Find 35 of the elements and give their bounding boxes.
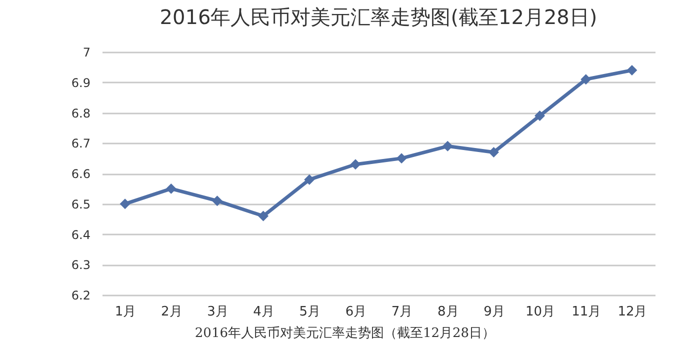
point (442, 140, 453, 152)
point (626, 64, 638, 76)
point (534, 110, 546, 122)
x-tick-label: 7月 (391, 304, 413, 320)
y-tick-label: 6.7 (71, 136, 90, 151)
x-tick-label: 9月 (484, 304, 505, 320)
y-tick-label: 6.3 (71, 258, 90, 272)
y-tick-label: 6.5 (71, 197, 90, 212)
point (166, 183, 176, 194)
point (580, 74, 592, 85)
x-tick-label: 1月 (114, 304, 136, 320)
x-tick-label: 12月 (618, 304, 648, 320)
x-tick-label: 5月 (299, 304, 321, 320)
x-tick-label: 8月 (437, 304, 459, 320)
x-tick-label: 2月 (160, 304, 182, 320)
x-tick-label: 4月 (253, 304, 274, 320)
point (120, 198, 130, 210)
point (350, 159, 361, 170)
y-tick-label: 6.6 (71, 167, 90, 181)
text: 2016年人民币对美元汇率走势图（截至12月28日） (194, 325, 496, 342)
x-tick-label: 11月 (572, 304, 602, 320)
x-tick-label: 3月 (207, 304, 228, 320)
y-tick-label: 6.2 (71, 288, 90, 302)
point (396, 153, 407, 164)
y-tick-label: 6.9 (71, 76, 90, 90)
point (212, 196, 222, 206)
chart-title: 2016年人民币对美元汇率走势图(截至12月28日) (160, 5, 598, 29)
x-tick-label: 10月 (526, 304, 556, 320)
y-tick-label: 7 (82, 46, 90, 60)
y-tick-label: 6.4 (71, 228, 90, 242)
point (488, 146, 499, 158)
point (304, 174, 315, 185)
x-tick-label: 6月 (345, 304, 367, 320)
y-tick-label: 6.8 (71, 106, 90, 120)
point (258, 210, 269, 222)
